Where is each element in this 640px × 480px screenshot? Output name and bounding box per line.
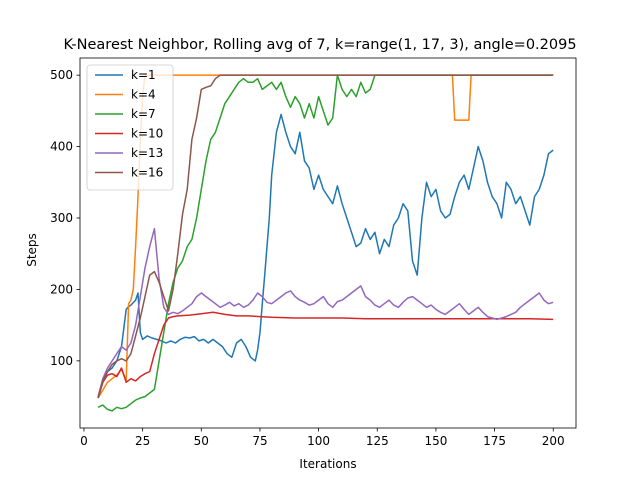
- legend-box: [86, 64, 174, 191]
- legend-label-0: k=1: [131, 68, 156, 82]
- y-tick-label-4: 500: [50, 68, 73, 82]
- series-line-1: [97, 74, 554, 399]
- x-tick-label-1: 25: [135, 434, 150, 448]
- y-axis-label: Steps: [25, 233, 39, 267]
- x-tick-label-2: 50: [194, 434, 209, 448]
- x-tick-label-8: 200: [542, 434, 565, 448]
- x-tick-label-4: 100: [307, 434, 330, 448]
- legend-label-4: k=13: [131, 146, 163, 160]
- x-tick-label-3: 75: [252, 434, 267, 448]
- y-tick-label-0: 100: [50, 354, 73, 368]
- x-tick-label-7: 175: [483, 434, 506, 448]
- y-tick-label-2: 300: [50, 211, 73, 225]
- x-tick-label-6: 150: [424, 434, 447, 448]
- legend-label-3: k=10: [131, 127, 163, 141]
- x-tick-label-5: 125: [366, 434, 389, 448]
- legend-label-1: k=4: [131, 88, 156, 102]
- legend: k=1 k=4 k=7 k=10 k=13 k=16: [86, 64, 174, 191]
- y-tick-label-3: 400: [50, 140, 73, 154]
- axes-frame: [79, 57, 577, 429]
- chart-title: K-Nearest Neighbor, Rolling avg of 7, k=…: [63, 37, 576, 53]
- series-line-4: [97, 227, 554, 397]
- y-tick-label-1: 200: [50, 282, 73, 296]
- legend-label-5: k=16: [131, 166, 163, 180]
- series-line-2: [97, 74, 554, 412]
- x-axis-label: Iterations: [299, 457, 356, 471]
- series-line-0: [97, 113, 554, 399]
- series-line-5: [97, 74, 554, 399]
- series-line-3: [97, 311, 554, 399]
- legend-label-2: k=7: [131, 107, 156, 121]
- plot-area: 0 25 50 75 100 125 150 175 200 100 200 300 400 500: [50, 57, 577, 448]
- x-tick-label-0: 0: [80, 434, 88, 448]
